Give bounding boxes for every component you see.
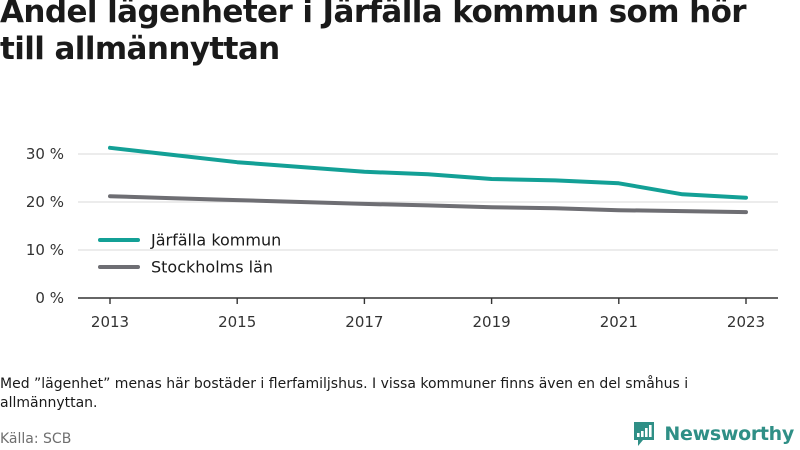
series-line-jarfalla [108,145,748,200]
series-line-stockholms-lan [108,194,748,215]
x-tick-label: 2015 [218,313,256,331]
x-tick-label: 2023 [727,313,765,331]
newsworthy-brand: Newsworthy [632,420,794,448]
y-tick-label: 20 % [26,193,64,211]
chart-title: Andel lägenheter i Järfälla kommun som h… [0,0,747,67]
line-chart: 0 % 10 % 20 % 30 % 2013 2015 2017 2019 2021 2023 J… [26,145,778,331]
brand-name: Newsworthy [664,423,794,445]
chart-note: Med ”lägenhet” menas här bostäder i fler… [0,376,689,411]
y-tick-label: 30 % [26,145,64,163]
x-tick-label: 2013 [91,313,129,331]
y-tick-label: 10 % [26,241,64,259]
x-tick-label: 2019 [473,313,511,331]
legend-label: Järfälla kommun [150,231,281,250]
legend-label: Stockholms län [151,258,273,277]
y-tick-label: 0 % [35,289,64,307]
x-tick-label: 2021 [600,313,638,331]
x-tick-label: 2017 [345,313,383,331]
newsworthy-logo-icon [634,422,655,446]
chart-source: Källa: SCB [0,431,72,447]
